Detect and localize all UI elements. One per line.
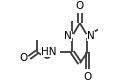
Text: N: N (65, 31, 72, 41)
Text: O: O (20, 53, 28, 63)
Text: O: O (83, 72, 92, 82)
Text: N: N (87, 31, 95, 41)
Text: O: O (76, 1, 84, 11)
Text: HN: HN (41, 47, 56, 57)
